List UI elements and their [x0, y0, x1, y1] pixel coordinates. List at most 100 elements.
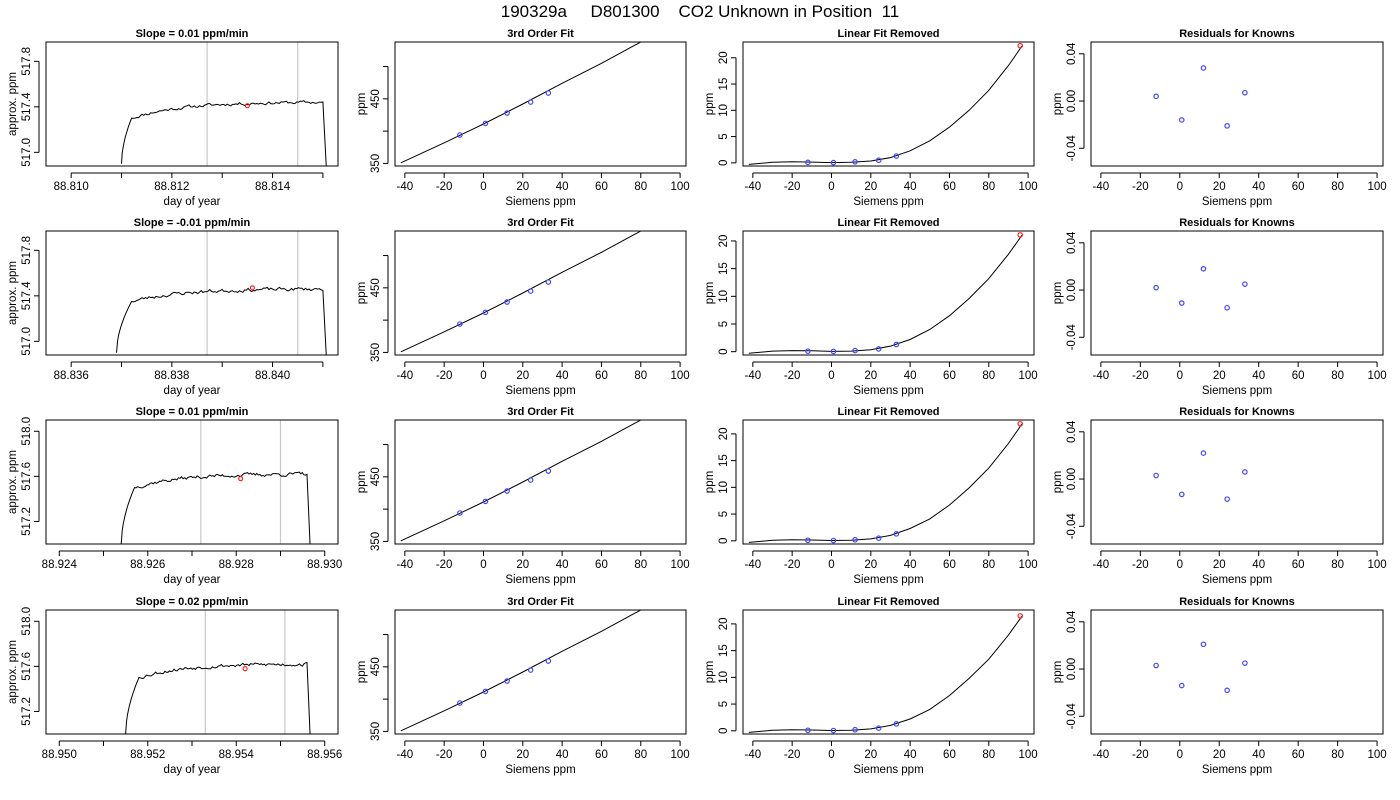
panel-r3-c2: 3rd Order Fit -40 -20 0 20 40 60 80 100 Siemens p… — [356, 397, 690, 586]
known-point — [482, 688, 489, 695]
x-tick-label: -20 — [1132, 749, 1149, 761]
y-tick-label: 517.0 — [21, 327, 33, 356]
x-tick-label: 60 — [943, 370, 956, 382]
panel-r2-c1: Slope = -0.01 ppm/min 88.836 88.838 88.840 d… — [7, 217, 339, 397]
known-point — [457, 700, 463, 706]
known-point — [1224, 496, 1230, 502]
x-tick-label: 40 — [1252, 181, 1265, 193]
plot-area — [121, 42, 327, 166]
y-tick-label: 518.0 — [21, 607, 33, 636]
known-point — [830, 727, 837, 734]
x-axis-label: day of year — [164, 764, 221, 776]
window-mean-marker — [249, 285, 256, 291]
x-tick-label: 0 — [828, 749, 834, 761]
known-point — [545, 279, 552, 285]
y-tick-label: 5 — [718, 321, 730, 327]
y-axis-label: ppm — [1052, 661, 1064, 683]
known-point — [805, 537, 811, 544]
known-point — [805, 159, 811, 166]
x-tick-label: 100 — [671, 749, 690, 761]
x-tick-label: -40 — [397, 370, 414, 382]
y-tick-label: 20 — [718, 51, 730, 64]
x-tick-label: 20 — [516, 559, 529, 571]
x-tick-label: 0 — [828, 559, 834, 571]
x-tick-label: 100 — [1367, 559, 1386, 571]
x-tick-label: -40 — [1093, 559, 1110, 571]
panel-title: Linear Fit Removed — [837, 596, 939, 608]
y-axis-label: approx. ppm — [7, 640, 19, 704]
plot-frame — [742, 41, 1035, 167]
x-tick-label: -40 — [397, 559, 414, 571]
plot-frame — [1090, 230, 1384, 356]
fit-curve — [748, 615, 1023, 733]
x-tick-label: 60 — [943, 749, 956, 761]
y-tick-label: 15 — [718, 78, 730, 91]
panel-title: Linear Fit Removed — [837, 28, 939, 40]
plot-area — [400, 19, 674, 164]
x-axis-label: day of year — [164, 574, 221, 586]
panel-title: Residuals for Knowns — [1179, 406, 1295, 418]
plot-frame — [45, 609, 339, 735]
plot-frame — [45, 230, 339, 356]
x-tick-label: -20 — [784, 181, 801, 193]
x-tick-label: 88.930 — [307, 559, 342, 571]
known-point — [482, 120, 489, 127]
y-tick-label: 10 — [718, 481, 730, 494]
x-tick-label: 0 — [480, 181, 486, 193]
x-tick-label: 40 — [1252, 749, 1265, 761]
x-tick-label: -20 — [436, 181, 453, 193]
x-axis-label: Siemens ppm — [853, 574, 923, 586]
y-tick-label: 0.04 — [1066, 42, 1078, 65]
known-point — [852, 726, 858, 733]
y-axis-label: ppm — [356, 471, 368, 493]
y-tick-label: 350 — [370, 532, 382, 551]
x-tick-label: 20 — [864, 559, 877, 571]
x-tick-label: 60 — [595, 181, 608, 193]
x-axis-label: Siemens ppm — [1202, 196, 1272, 208]
plot-area — [400, 397, 674, 542]
unknown-point — [670, 587, 674, 591]
y-tick-label: 517.2 — [21, 697, 33, 726]
panel-r3-c1: Slope = 0.01 ppm/min 88.924 88.926 88.928 88… — [7, 406, 342, 586]
x-tick-label: 40 — [556, 181, 569, 193]
known-point — [893, 721, 900, 727]
known-point — [1200, 641, 1207, 648]
x-tick-label: 100 — [1367, 181, 1386, 193]
x-tick-label: 20 — [1213, 370, 1226, 382]
concentration-trace — [116, 286, 327, 355]
x-tick-label: 80 — [982, 749, 995, 761]
x-tick-label: 80 — [1331, 559, 1344, 571]
known-point — [1178, 491, 1185, 498]
panel-title: Slope = -0.01 ppm/min — [134, 217, 251, 229]
x-axis-label: Siemens ppm — [505, 574, 575, 586]
y-tick-label: 350 — [370, 343, 382, 362]
x-tick-label: 0 — [1177, 181, 1183, 193]
unknown-point — [1017, 613, 1024, 619]
x-tick-label: -20 — [1132, 370, 1149, 382]
panel-r2-c3: Linear Fit Removed-40 -20 0 20 40 60 80 100Siem… — [704, 217, 1038, 397]
x-tick-label: 20 — [1213, 559, 1226, 571]
x-tick-label: 80 — [634, 749, 647, 761]
panel-r1-c4: Residuals for Knowns -40 -20 0 20 40 60 80 100 Si… — [1052, 28, 1387, 208]
x-tick-label: 0 — [1177, 370, 1183, 382]
x-tick-label: 88.810 — [54, 181, 89, 193]
x-tick-label: 60 — [1292, 559, 1305, 571]
known-point — [1200, 450, 1207, 456]
y-tick-label: 450 — [370, 89, 382, 108]
known-point — [527, 477, 534, 483]
x-axis-label: Siemens ppm — [505, 196, 575, 208]
known-point — [545, 658, 552, 664]
unknown-point — [670, 397, 674, 401]
unknown-point — [670, 19, 674, 23]
plot-area — [1153, 641, 1248, 694]
x-tick-label: 80 — [1331, 370, 1344, 382]
x-tick-label: -20 — [784, 370, 801, 382]
x-tick-label: 0 — [480, 749, 486, 761]
x-tick-label: 60 — [595, 749, 608, 761]
known-point — [482, 498, 489, 505]
x-tick-label: 40 — [556, 749, 569, 761]
x-tick-label: 20 — [864, 181, 877, 193]
y-tick-label: -0.04 — [1066, 324, 1078, 351]
y-tick-label: 15 — [718, 644, 730, 657]
x-tick-label: -20 — [436, 370, 453, 382]
